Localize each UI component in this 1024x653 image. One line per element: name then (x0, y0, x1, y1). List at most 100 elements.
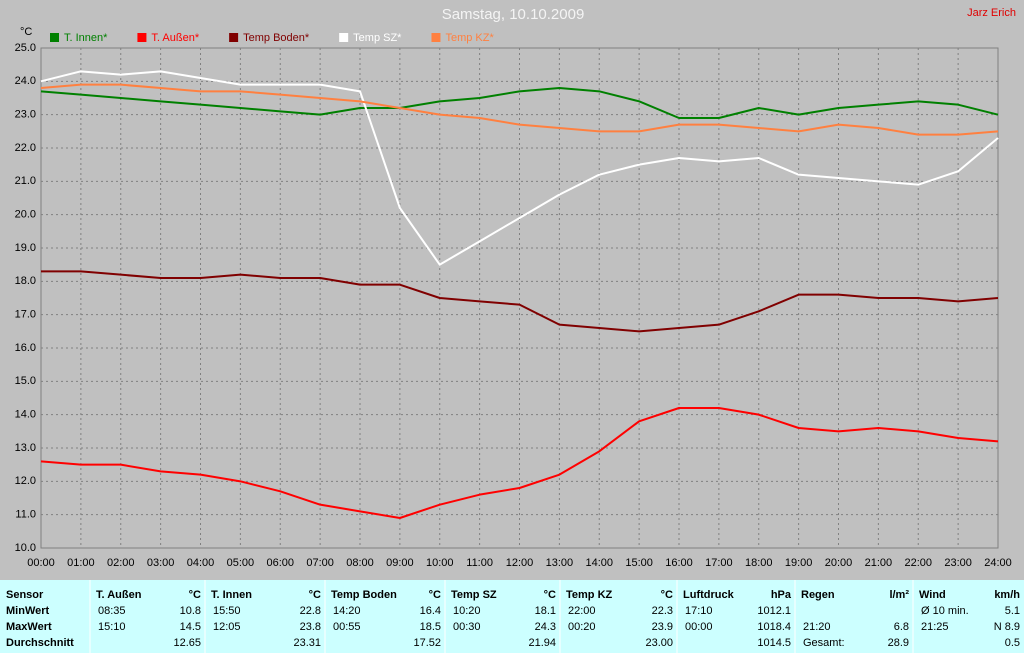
x-tick-label: 22:00 (904, 557, 932, 569)
x-tick-label: 13:00 (546, 557, 574, 569)
cell-value: 18.1 (535, 605, 556, 617)
cell-value: 23.31 (293, 637, 321, 649)
column-header: Temp Boden (331, 589, 397, 601)
series-line (40, 407, 999, 519)
row-label: MaxWert (6, 621, 52, 633)
cell-value: 24.3 (535, 621, 556, 633)
series-line (40, 83, 999, 136)
x-tick-label: 20:00 (825, 557, 853, 569)
x-tick-label: 12:00 (506, 557, 534, 569)
column-unit: °C (544, 589, 556, 601)
x-tick-label: 05:00 (227, 557, 255, 569)
cell-time: 00:30 (453, 621, 481, 633)
cell-time: 00:00 (685, 621, 713, 633)
cell-value: 12.65 (173, 637, 201, 649)
cell-value: 1018.4 (757, 621, 791, 633)
cell-value: 14.5 (180, 621, 201, 633)
cell-time: Ø 10 min. (921, 605, 969, 617)
column-header: T. Außen (96, 589, 142, 601)
y-tick-label: 13.0 (15, 442, 36, 454)
column-header: T. Innen (211, 589, 252, 601)
y-tick-label: 15.0 (15, 375, 36, 387)
legend-label: T. Innen* (64, 32, 108, 44)
cell-value: 6.8 (894, 621, 909, 633)
legend-swatch (339, 33, 349, 42)
cell-time: Gesamt: (803, 637, 845, 649)
cell-value: 28.9 (888, 637, 909, 649)
y-tick-label: 18.0 (15, 275, 36, 287)
row-label: Durchschnitt (6, 637, 74, 649)
column-header: Wind (919, 589, 946, 601)
cell-value: 23.9 (652, 621, 673, 633)
series-line (41, 270, 999, 333)
cell-value: 1012.1 (757, 605, 791, 617)
legend-label: Temp SZ* (353, 32, 402, 44)
cell-time: 10:20 (453, 605, 481, 617)
x-tick-label: 08:00 (346, 557, 374, 569)
x-tick-label: 01:00 (67, 557, 95, 569)
table-corner: Sensor (6, 589, 44, 601)
stats-table-bg (0, 580, 1024, 653)
x-tick-label: 16:00 (665, 557, 693, 569)
cell-time: 00:20 (568, 621, 596, 633)
legend-swatch (50, 33, 59, 42)
x-tick-label: 21:00 (865, 557, 893, 569)
x-tick-label: 17:00 (705, 557, 733, 569)
x-tick-label: 19:00 (785, 557, 813, 569)
y-tick-label: 16.0 (15, 342, 36, 354)
column-header: Temp SZ (451, 589, 497, 601)
x-tick-label: 00:00 (27, 557, 55, 569)
series-line (40, 87, 999, 119)
x-tick-label: 02:00 (107, 557, 135, 569)
x-tick-label: 10:00 (426, 557, 454, 569)
column-unit: hPa (771, 589, 792, 601)
cell-value: 10.8 (180, 605, 201, 617)
row-label: MinWert (6, 605, 50, 617)
cell-time: 12:05 (213, 621, 241, 633)
cell-value: 22.3 (652, 605, 673, 617)
y-tick-label: 12.0 (15, 475, 36, 487)
cell-time: 08:35 (98, 605, 126, 617)
y-tick-label: 11.0 (15, 509, 36, 521)
legend-label: Temp KZ* (445, 32, 494, 44)
x-tick-label: 15:00 (625, 557, 653, 569)
cell-value: 21.94 (528, 637, 556, 649)
legend-swatch (431, 33, 441, 42)
cell-time: 15:10 (98, 621, 126, 633)
y-tick-label: 19.0 (15, 242, 36, 254)
cell-value: 5.1 (1005, 605, 1020, 617)
column-header: Regen (801, 589, 835, 601)
y-tick-label: 24.0 (15, 75, 36, 87)
cell-time: 14:20 (333, 605, 361, 617)
legend-swatch (137, 33, 147, 42)
column-unit: km/h (994, 589, 1020, 601)
x-tick-label: 23:00 (944, 557, 972, 569)
x-tick-label: 06:00 (266, 557, 294, 569)
x-tick-label: 11:00 (466, 557, 493, 569)
cell-time: 21:25 (921, 621, 949, 633)
column-header: Luftdruck (683, 589, 735, 601)
legend-label: T. Außen* (151, 32, 199, 44)
y-tick-label: 22.0 (15, 142, 36, 154)
cell-value: N 8.9 (994, 621, 1020, 633)
y-tick-label: 10.0 (15, 542, 36, 554)
x-tick-label: 18:00 (745, 557, 773, 569)
column-unit: °C (661, 589, 673, 601)
cell-value: 22.8 (300, 605, 321, 617)
cell-time: 00:55 (333, 621, 361, 633)
cell-value: 23.8 (300, 621, 321, 633)
cell-value: 1014.5 (757, 637, 791, 649)
column-unit: °C (429, 589, 441, 601)
y-tick-label: 25.0 (15, 42, 36, 54)
y-tick-label: 17.0 (15, 309, 36, 321)
cell-value: 18.5 (420, 621, 441, 633)
y-tick-label: 20.0 (15, 209, 36, 221)
x-tick-label: 03:00 (147, 557, 175, 569)
cell-value: 0.5 (1005, 637, 1020, 649)
cell-time: 21:20 (803, 621, 831, 633)
column-unit: l/m² (889, 589, 909, 601)
x-tick-label: 04:00 (187, 557, 215, 569)
cell-value: 23.00 (645, 637, 673, 649)
